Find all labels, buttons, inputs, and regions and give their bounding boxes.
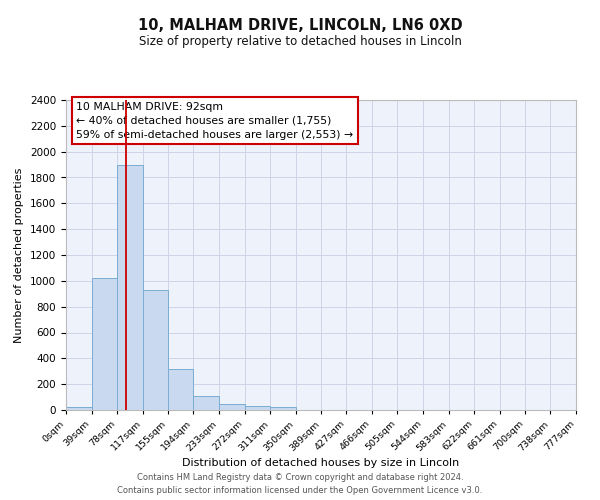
- Bar: [143, 290, 168, 410]
- Bar: [66, 407, 92, 410]
- Text: 10 MALHAM DRIVE: 92sqm
← 40% of detached houses are smaller (1,755)
59% of semi-: 10 MALHAM DRIVE: 92sqm ← 40% of detached…: [76, 102, 353, 140]
- Bar: [270, 408, 296, 410]
- Bar: [117, 164, 143, 410]
- Text: Size of property relative to detached houses in Lincoln: Size of property relative to detached ho…: [139, 35, 461, 48]
- Text: Contains HM Land Registry data © Crown copyright and database right 2024.: Contains HM Land Registry data © Crown c…: [137, 472, 463, 482]
- Bar: [193, 396, 219, 410]
- Text: 10, MALHAM DRIVE, LINCOLN, LN6 0XD: 10, MALHAM DRIVE, LINCOLN, LN6 0XD: [137, 18, 463, 32]
- Bar: [168, 368, 193, 410]
- X-axis label: Distribution of detached houses by size in Lincoln: Distribution of detached houses by size …: [182, 458, 460, 468]
- Y-axis label: Number of detached properties: Number of detached properties: [14, 168, 25, 342]
- Bar: [245, 406, 270, 410]
- Bar: [92, 278, 117, 410]
- Bar: [219, 404, 245, 410]
- Text: Contains public sector information licensed under the Open Government Licence v3: Contains public sector information licen…: [118, 486, 482, 495]
